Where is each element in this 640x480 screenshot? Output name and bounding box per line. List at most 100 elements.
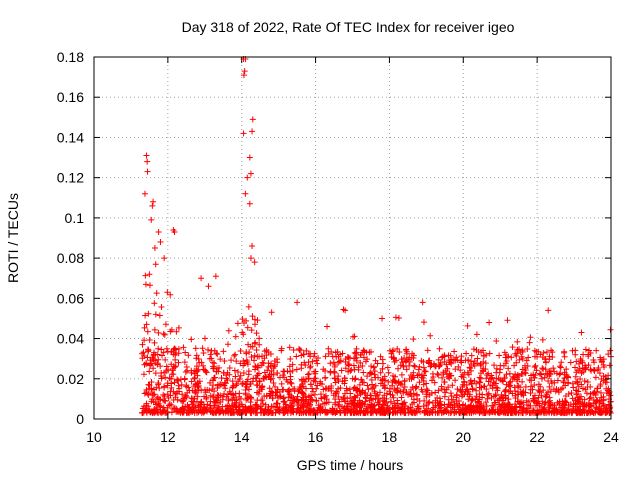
data-point <box>607 326 614 333</box>
data-point <box>255 390 262 397</box>
data-point <box>457 409 464 416</box>
data-point <box>572 347 579 354</box>
data-point <box>520 388 527 395</box>
data-point <box>586 395 593 402</box>
data-point <box>439 354 446 361</box>
data-point <box>603 389 610 396</box>
data-point <box>448 399 455 406</box>
data-point <box>143 389 150 396</box>
data-point <box>389 392 396 399</box>
data-point <box>488 394 495 401</box>
data-point <box>174 377 181 384</box>
data-point <box>303 376 310 383</box>
data-point <box>217 392 224 399</box>
data-point <box>584 384 591 391</box>
data-point <box>434 399 441 406</box>
data-point <box>594 385 601 392</box>
data-point <box>449 382 456 389</box>
data-point <box>295 400 302 407</box>
data-point <box>180 344 187 351</box>
data-point <box>151 326 158 333</box>
data-point <box>342 398 349 405</box>
data-point <box>188 378 195 385</box>
data-point <box>435 363 442 370</box>
data-point <box>227 390 234 397</box>
data-point <box>148 216 155 223</box>
data-point <box>322 374 329 381</box>
data-point <box>267 392 274 399</box>
data-point <box>326 385 333 392</box>
data-point <box>377 369 384 376</box>
data-point <box>144 328 151 335</box>
data-point <box>185 352 192 359</box>
data-point <box>159 352 166 359</box>
data-point <box>600 372 607 379</box>
data-point <box>514 347 521 354</box>
data-point <box>569 409 576 416</box>
data-point <box>145 310 152 317</box>
data-point <box>323 409 330 416</box>
data-point <box>590 397 597 404</box>
data-points <box>139 56 614 416</box>
data-point <box>300 391 307 398</box>
data-point <box>296 347 303 354</box>
data-point <box>318 395 325 402</box>
data-point <box>202 367 209 374</box>
data-point <box>503 381 510 388</box>
data-point <box>364 382 371 389</box>
data-point <box>450 396 457 403</box>
data-point <box>538 392 545 399</box>
data-point <box>245 303 252 310</box>
data-point <box>247 394 254 401</box>
data-point <box>237 372 244 379</box>
data-point <box>252 401 259 408</box>
data-point <box>213 365 220 372</box>
data-point <box>459 383 466 390</box>
data-point <box>158 369 165 376</box>
data-point <box>233 381 240 388</box>
data-point <box>527 383 534 390</box>
data-point <box>532 372 539 379</box>
data-point <box>144 158 151 165</box>
data-point <box>350 397 357 404</box>
data-point <box>259 397 266 404</box>
data-point <box>365 386 372 393</box>
data-point <box>455 363 462 370</box>
data-point <box>468 352 475 359</box>
data-point <box>244 324 251 331</box>
data-point <box>176 385 183 392</box>
data-point <box>242 404 249 411</box>
data-point <box>162 356 169 363</box>
data-point <box>407 409 414 416</box>
data-point <box>457 388 464 395</box>
data-point <box>271 357 278 364</box>
data-point <box>180 397 187 404</box>
data-point <box>240 380 247 387</box>
data-point <box>249 128 256 135</box>
data-point <box>341 394 348 401</box>
data-point <box>240 362 247 369</box>
data-point <box>141 337 148 344</box>
data-point <box>477 379 484 386</box>
data-point <box>384 409 391 416</box>
data-point <box>607 347 614 354</box>
data-point <box>458 389 465 396</box>
data-point <box>424 387 431 394</box>
data-point <box>357 401 364 408</box>
x-tick-label: 22 <box>529 429 545 445</box>
y-axis: 0 0.02 0.04 0.06 0.08 0.1 0.12 0.14 0.16 0.18 <box>57 49 611 427</box>
data-point <box>485 370 492 377</box>
data-point <box>522 383 529 390</box>
data-point <box>355 409 362 416</box>
data-point <box>275 408 282 415</box>
data-point <box>237 395 244 402</box>
data-point <box>413 384 420 391</box>
data-point <box>191 375 198 382</box>
data-point <box>412 409 419 416</box>
data-point <box>261 369 268 376</box>
data-point <box>366 397 373 404</box>
data-point <box>577 400 584 407</box>
data-point <box>602 409 609 416</box>
data-point <box>398 404 405 411</box>
data-point <box>298 365 305 372</box>
